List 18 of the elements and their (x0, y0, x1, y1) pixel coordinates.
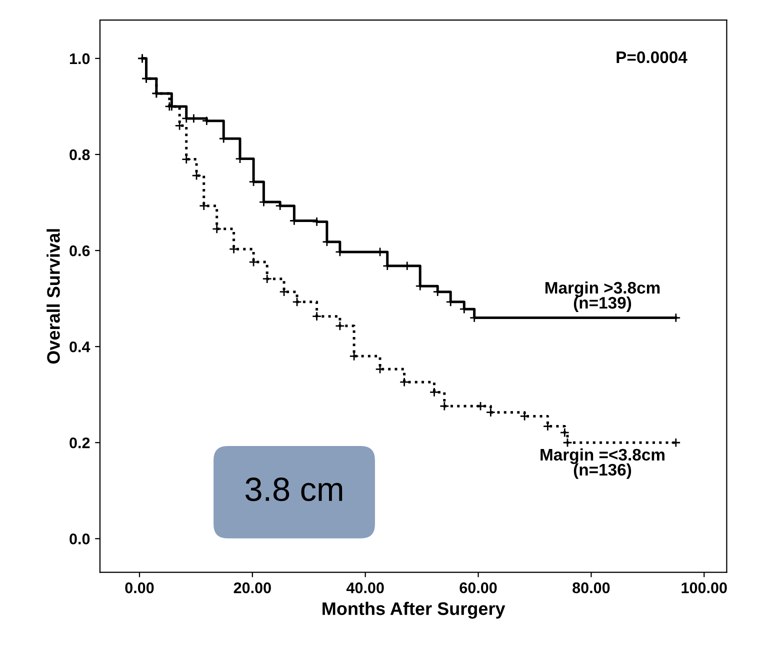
series-label: Margin >3.8cm (n=139) (545, 281, 660, 312)
y-tick-label: 1.0 (70, 53, 90, 64)
x-axis-title: Months After Surgery (322, 602, 506, 619)
x-tick-label: 100.00 (682, 582, 727, 594)
y-tick-label: 0.4 (70, 341, 90, 352)
x-tick-label: 20.00 (234, 582, 271, 594)
x-tick-label: 0.00 (125, 582, 154, 594)
y-tick-label: 0.6 (70, 245, 90, 256)
y-tick-label: 0.2 (70, 437, 90, 448)
x-tick-label: 80.00 (572, 582, 610, 594)
y-axis-title: Overall Survival (46, 229, 60, 364)
y-tick-label: 0.0 (70, 534, 90, 544)
x-tick-label: 40.00 (346, 582, 384, 594)
annotation: P=0.0004 (616, 51, 688, 64)
annotation: 3.8 cm (246, 478, 342, 502)
series-label: Margin =<3.8cm (n=136) (540, 448, 664, 479)
y-tick-label: 0.8 (70, 149, 90, 160)
x-tick-label: 60.00 (460, 582, 497, 594)
